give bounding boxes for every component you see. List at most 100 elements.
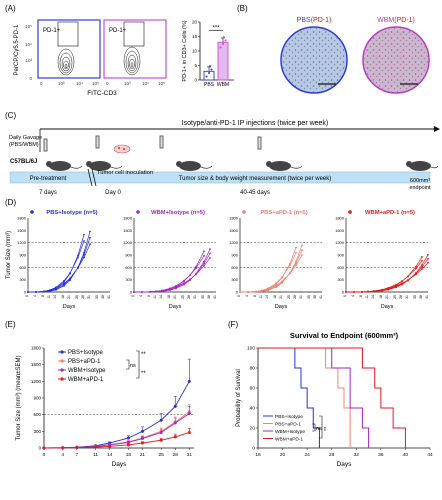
survival-title: Survival to Endpoint (600mm³) <box>290 331 399 340</box>
tumor-data-point <box>83 251 85 254</box>
mean-series-line <box>43 411 190 449</box>
growth-xtick-label: 38 <box>419 295 423 299</box>
tumor-data-point <box>83 233 85 236</box>
growth-xtick-label: 35 <box>413 295 417 299</box>
tumor-data-point <box>183 280 185 283</box>
survival-significance-bracket <box>312 423 316 432</box>
ihc-image-wbm <box>362 26 430 94</box>
bar-category-label: PBS <box>204 82 215 88</box>
individual-tumor-curve <box>27 240 85 293</box>
flow-plot-wbm: PD-1+ <box>103 19 167 79</box>
survival-legend-label: WBM+aPD-1 <box>275 436 303 442</box>
mean-data-point <box>159 430 163 434</box>
tumor-data-point <box>43 290 45 293</box>
tumor-data-point <box>421 264 423 266</box>
legend-marker <box>30 210 34 214</box>
flow-plot-pbs: PD-1+ <box>37 19 101 79</box>
mean-data-point <box>140 429 144 433</box>
panel-label-a: (A) <box>5 4 16 13</box>
flow-ytick-0: 0 <box>29 76 32 81</box>
growth-xtick-label: 41 <box>213 295 217 299</box>
ihc-title-wbm: WBM(PD-1) <box>377 17 415 24</box>
tumor-data-point <box>407 275 409 278</box>
flow-xtick-3: 10⁵ <box>92 81 99 86</box>
mean-data-point <box>173 404 177 408</box>
flow-xtick-5: 10³ <box>124 81 131 86</box>
growth-xtick-label: 28 <box>187 295 191 299</box>
legend-label: PBS+aPD-1 <box>68 359 101 365</box>
growth-xtick-label: 0 <box>25 295 29 297</box>
bar-category-label: WBM <box>217 82 229 88</box>
tumor-data-point <box>55 288 57 291</box>
mean-data-point <box>187 412 191 416</box>
tumor-data-point <box>289 272 291 274</box>
individual-tumor-curve <box>345 260 423 293</box>
significance-label: *** <box>212 26 220 32</box>
tumor-data-point <box>415 265 417 268</box>
legend-marker <box>242 210 246 214</box>
tumor-data-point <box>289 262 291 265</box>
growth-ytick-label: 1200 <box>17 240 27 245</box>
mouse-icon <box>266 161 303 171</box>
flow-xtick-7: 10⁵ <box>158 81 165 86</box>
tumor-data-point <box>401 283 403 286</box>
survival-xtick-label: 28 <box>329 452 335 458</box>
growth-y-label: Tumor Size (mm³) <box>6 231 12 279</box>
growth-ytick-label: 300 <box>231 277 238 282</box>
tumor-data-point <box>373 290 375 293</box>
growth-xtick-label: 14 <box>265 295 269 299</box>
growth-xtick-label: 8 <box>359 295 363 297</box>
mean-ytick-label: 600 <box>33 412 41 417</box>
panel-label-f: (F) <box>228 320 239 329</box>
mean-series-line <box>43 432 190 449</box>
growth-xtick-label: 11 <box>153 295 157 299</box>
ihc-marker-pbs: (PD-1) <box>311 17 332 24</box>
mean-ytick-label: 300 <box>33 429 41 434</box>
survival-xtick-label: 20 <box>280 452 286 458</box>
tumor-data-point <box>189 279 191 281</box>
flow-xtick-2: 10⁴ <box>76 81 83 86</box>
growth-xtick-label: 31 <box>87 295 91 299</box>
tumor-data-point <box>421 266 423 268</box>
bar-data-point <box>222 43 224 46</box>
individual-tumor-curve <box>133 248 211 293</box>
mean-xtick-label: 0 <box>43 452 46 458</box>
individual-tumor-curve <box>133 257 211 293</box>
bar-data-point <box>222 36 225 39</box>
mean-xtick-label: 18 <box>126 452 132 458</box>
mean-data-point <box>187 430 191 434</box>
injection-syringe-icon <box>159 135 164 149</box>
mouse-icon <box>86 161 123 171</box>
flow-xtick-0: 0 <box>40 81 43 86</box>
growth-ytick-label: 1800 <box>123 216 133 221</box>
growth-ytick-label: 1800 <box>335 216 345 221</box>
growth-xtick-label: 18 <box>61 295 65 299</box>
growth-plot-1: WBM+Isotype (n=5)03006009001200150018000… <box>123 210 217 310</box>
growth-plot-title: PBS+aPD-1 (n=5) <box>260 210 307 216</box>
flow-ylabel: PerCP/Cy5.5-PD-1 <box>14 24 20 75</box>
legend-label: WBM+Isotype <box>68 368 106 374</box>
mean-xtick-label: 21 <box>140 452 146 458</box>
survival-legend-label: PBS+aPD-1 <box>275 421 301 427</box>
mean-data-point <box>94 445 98 449</box>
survival-ytick-label: 60 <box>250 386 256 392</box>
bar-ytick-label: 0 <box>194 78 197 83</box>
mean-xtick-label: 7 <box>75 452 78 458</box>
tumor-data-point <box>189 274 191 277</box>
growth-xtick-label: 14 <box>159 295 163 299</box>
tumor-data-point <box>421 255 423 258</box>
tumor-data-point <box>89 230 91 233</box>
time-pretreatment: 7 days <box>39 190 57 196</box>
tumor-data-point <box>69 279 71 282</box>
flow-ytick-2: 10⁴ <box>25 42 32 47</box>
tumor-data-point <box>49 290 51 293</box>
survival-significance-label: ** <box>324 426 330 431</box>
growth-plot-title: PBS+Isotype (n=5) <box>46 210 97 216</box>
growth-xtick-label: 4 <box>33 295 37 297</box>
tumor-data-point <box>295 246 297 249</box>
tumor-data-point <box>169 289 171 292</box>
survival-xtick-label: 36 <box>378 452 384 458</box>
legend-label: PBS+Isotype <box>68 350 104 356</box>
growth-ytick-label: 900 <box>337 253 344 258</box>
